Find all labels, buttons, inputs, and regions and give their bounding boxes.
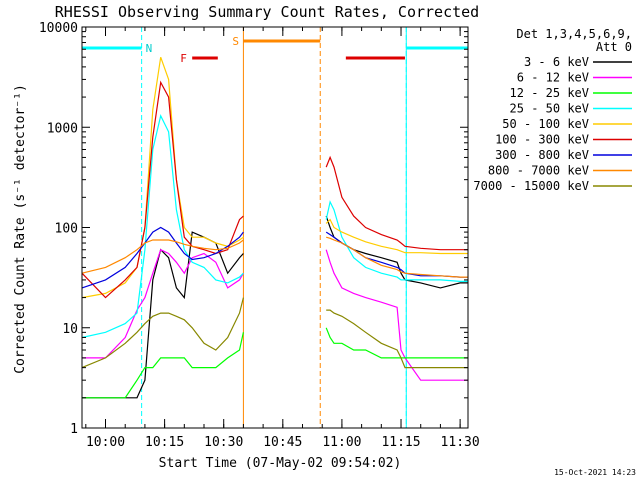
x-tick-label: 10:00 [86, 435, 125, 450]
series-line-3-seg-1 [325, 200, 468, 282]
series-line-3-seg-0 [81, 114, 244, 339]
series-line-6-seg-0 [81, 226, 244, 289]
y-tick-label: 10000 [39, 21, 78, 36]
night-marker-label: N [146, 42, 153, 55]
series-line-8-seg-0 [81, 297, 244, 369]
y-tick-label: 100 [55, 222, 78, 237]
y-tick-label: 1000 [47, 121, 78, 136]
series-line-7-seg-1 [326, 236, 468, 278]
series-line-0-seg-0 [82, 231, 244, 399]
x-tick-label: 10:45 [263, 435, 302, 450]
y-axis-label: Corrected Count Rate (s⁻¹ detector⁻¹) [13, 84, 28, 374]
legend-label: 25 - 50 keV [510, 102, 589, 116]
legend-title: Det 1,3,4,5,6,9, [516, 27, 632, 41]
saa-marker-label: S [232, 35, 239, 48]
observing-markers: N F S [82, 27, 469, 428]
y-tick-label: 10 [62, 322, 78, 337]
axes: 1 10 100 1000 10000 10:00 10:15 10:30 10:45 11:00… [39, 21, 480, 450]
legend-label: 300 - 800 keV [495, 148, 589, 162]
y-tick-label: 1 [70, 422, 78, 437]
legend-label: 3 - 6 keV [524, 55, 589, 69]
legend-label: 7000 - 15000 keV [473, 179, 589, 193]
legend-label: 12 - 25 keV [510, 86, 589, 100]
series-line-7-seg-0 [81, 239, 244, 274]
chart-title: RHESSI Observing Summary Count Rates, Co… [55, 3, 479, 21]
x-tick-label: 11:00 [322, 435, 361, 450]
x-tick-label: 10:30 [204, 435, 243, 450]
legend-label: 100 - 300 keV [495, 133, 589, 147]
legend-label: 6 - 12 keV [517, 71, 589, 85]
series-line-5-seg-1 [325, 155, 468, 251]
generated-timestamp: 15-Oct-2021 14:23 [554, 468, 636, 477]
series-layer [81, 56, 468, 399]
series-line-1-seg-0 [82, 248, 244, 359]
series-line-1-seg-1 [325, 249, 468, 381]
series-line-4-seg-1 [325, 218, 468, 255]
series-line-5-seg-0 [81, 80, 244, 299]
legend: Det 1,3,4,5,6,9, Att 0 3 - 6 keV 6 - 12 k… [473, 27, 632, 193]
legend-label: 50 - 100 keV [502, 117, 589, 131]
legend-subtitle: Att 0 [596, 40, 632, 54]
x-tick-label: 11:15 [381, 435, 420, 450]
series-line-2-seg-1 [325, 327, 468, 359]
series-line-8-seg-1 [326, 309, 468, 369]
series-line-2-seg-0 [82, 332, 244, 399]
x-axis-label: Start Time (07-May-02 09:54:02) [159, 456, 402, 471]
x-tick-label: 10:15 [145, 435, 184, 450]
legend-label: 800 - 7000 keV [488, 164, 589, 178]
flare-marker-label: F [180, 52, 187, 65]
x-tick-label: 11:30 [441, 435, 480, 450]
series-line-4-seg-0 [81, 56, 244, 299]
